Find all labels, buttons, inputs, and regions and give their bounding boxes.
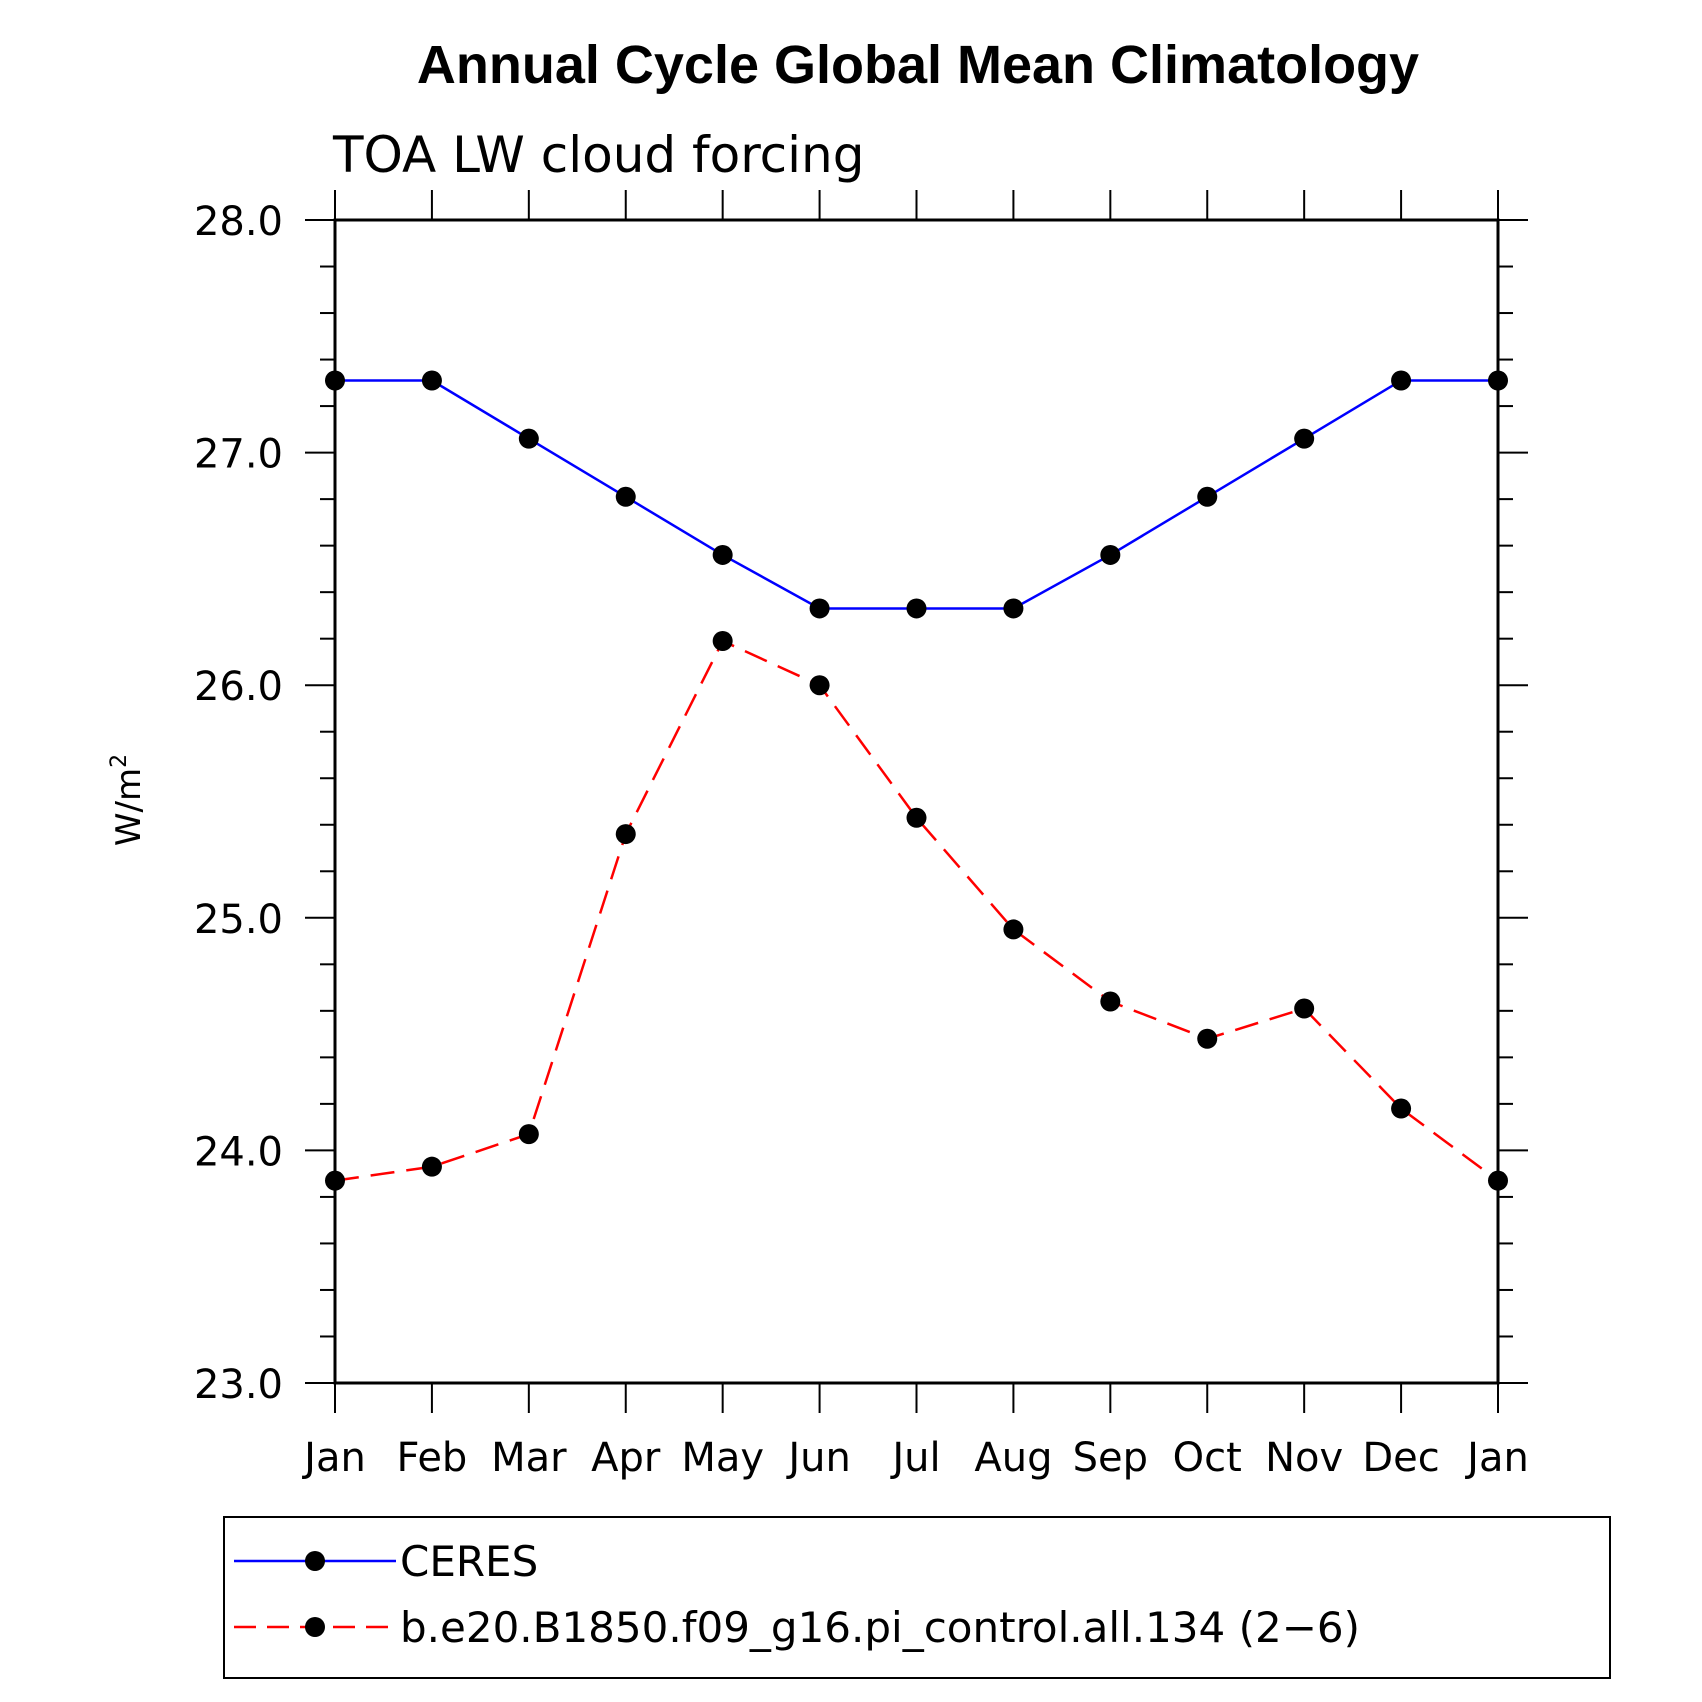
x-tick-label: Mar <box>491 1435 567 1481</box>
x-tick-label: Jun <box>785 1435 851 1481</box>
legend-marker-1 <box>305 1551 325 1571</box>
data-point <box>1294 998 1315 1019</box>
plot-frame <box>333 218 1500 1385</box>
y-tick-label: 24.0 <box>194 1129 283 1175</box>
y-axis-label: W/m2 <box>107 754 149 846</box>
series-2 <box>325 631 1508 1191</box>
y-tick-label: 23.0 <box>194 1362 283 1408</box>
x-tick-label: Dec <box>1362 1435 1439 1481</box>
data-point <box>1197 486 1218 507</box>
x-tick-label: Nov <box>1265 1435 1343 1481</box>
data-point <box>1488 1170 1508 1191</box>
data-point <box>421 1156 442 1177</box>
x-tick-label: Jan <box>301 1435 366 1481</box>
chart-title: Annual Cycle Global Mean Climatology <box>417 35 1419 95</box>
data-point <box>518 428 539 449</box>
data-point <box>1197 1028 1218 1049</box>
axes: 23.0 24.0 25.0 26.0 27.0 28.0 Jan Feb Mar Apr May J… <box>194 190 1529 1481</box>
svg-text:W/m2: W/m2 <box>107 754 149 846</box>
data-point <box>1391 1098 1412 1119</box>
data-point <box>1003 919 1024 940</box>
x-tick-label: Aug <box>974 1435 1052 1481</box>
legend-label-1: CERES <box>400 1537 538 1586</box>
x-tick-label: May <box>681 1435 764 1481</box>
data-point <box>1488 370 1508 391</box>
legend: CERES b.e20.B1850.f09_g16.pi_control.all.… <box>223 1516 1611 1679</box>
x-tick-label: Jan <box>1464 1435 1529 1481</box>
x-tick-label: Feb <box>397 1435 468 1481</box>
data-point <box>712 544 733 565</box>
y-tick-label: 26.0 <box>194 664 283 710</box>
data-point <box>325 370 345 391</box>
y-tick-label: 25.0 <box>194 897 283 943</box>
x-tick-label: Apr <box>591 1435 661 1481</box>
series-1 <box>325 370 1508 619</box>
data-point <box>1100 991 1121 1012</box>
data-point <box>1100 544 1121 565</box>
chart-subtitle: TOA LW cloud forcing <box>332 126 864 184</box>
x-tick-label: Jul <box>889 1435 940 1481</box>
data-point <box>906 598 927 619</box>
series-line <box>334 639 1499 1182</box>
y-axis-label-superscript: 2 <box>107 754 132 768</box>
series-line <box>335 379 1498 610</box>
data-point <box>615 824 636 845</box>
data-point <box>809 675 830 696</box>
series-layer <box>325 370 1508 1191</box>
data-point <box>712 631 733 652</box>
x-tick-label: Oct <box>1173 1435 1242 1481</box>
data-point <box>421 370 442 391</box>
data-point <box>325 1170 345 1191</box>
legend-label-2: b.e20.B1850.f09_g16.pi_control.all.134 (… <box>400 1603 1360 1652</box>
y-tick-label: 28.0 <box>194 199 283 245</box>
y-axis-label-text: W/m <box>109 768 149 846</box>
data-point <box>615 486 636 507</box>
legend-box <box>223 1516 1611 1679</box>
data-point <box>1391 370 1412 391</box>
y-tick-label: 27.0 <box>194 432 283 478</box>
x-tick-label: Sep <box>1073 1435 1148 1481</box>
data-point <box>809 598 830 619</box>
data-point <box>1003 598 1024 619</box>
data-point <box>518 1124 539 1145</box>
data-point <box>1294 428 1315 449</box>
legend-marker-2 <box>305 1617 325 1637</box>
data-point <box>906 807 927 828</box>
